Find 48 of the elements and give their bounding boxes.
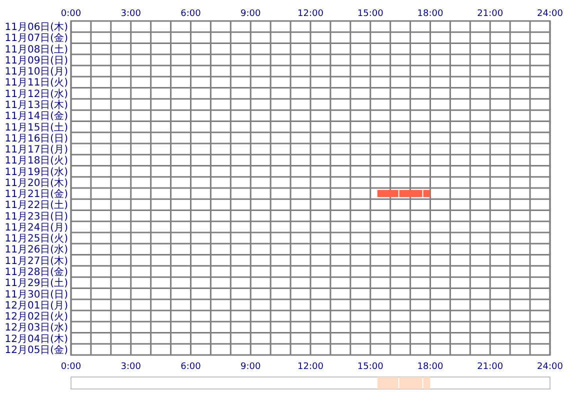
x-tick-label: 18:00 bbox=[417, 9, 444, 19]
y-tick-label: 11月27日(木) bbox=[4, 254, 68, 267]
y-tick-label: 11月18日(火) bbox=[4, 154, 68, 167]
x-tick-label: 12:00 bbox=[298, 9, 324, 19]
x2-tick-label: 24:00 bbox=[537, 362, 564, 372]
y-tick-label: 11月30日(日) bbox=[4, 289, 68, 300]
y-tick-label: 12月02日(火) bbox=[4, 310, 68, 323]
y-tick-label: 11月28日(金) bbox=[4, 266, 68, 278]
x-tick-label: 3:00 bbox=[120, 9, 142, 19]
x2-tick-label: 15:00 bbox=[357, 362, 384, 372]
y-tick-label: 11月19日(水) bbox=[4, 166, 68, 178]
x2-tick-label: 9:00 bbox=[240, 362, 261, 372]
x-tick-label: 6:00 bbox=[180, 9, 202, 19]
y-tick-label: 11月07日(金) bbox=[4, 32, 68, 44]
y-tick-label: 11月22日(土) bbox=[4, 199, 68, 212]
x-tick-label: 15:00 bbox=[357, 9, 384, 19]
x-tick-label: 21:00 bbox=[477, 9, 504, 19]
y-tick-label: 11月08日(土) bbox=[4, 43, 68, 56]
y-tick-label: 11月13日(木) bbox=[4, 99, 68, 111]
y-tick-label: 11月15日(土) bbox=[4, 121, 68, 134]
y-tick-label: 11月16日(日) bbox=[4, 133, 68, 144]
y-tick-label: 11月29日(土) bbox=[4, 277, 68, 290]
x-tick-label: 9:00 bbox=[240, 9, 261, 19]
y-tick-label: 11月25日(火) bbox=[4, 232, 68, 245]
x2-tick-label: 6:00 bbox=[180, 362, 202, 372]
x2-tick-label: 21:00 bbox=[477, 362, 504, 372]
y-tick-label: 11月11日(火) bbox=[4, 76, 68, 89]
x2-tick-label: 3:00 bbox=[120, 362, 142, 372]
y-tick-label: 11月24日(月) bbox=[4, 222, 68, 234]
y-tick-label: 11月17日(月) bbox=[4, 144, 68, 156]
y-tick-label: 12月01日(月) bbox=[4, 300, 68, 312]
y-tick-label: 11月14日(金) bbox=[4, 110, 68, 122]
x2-tick-label: 0:00 bbox=[60, 362, 82, 372]
x-tick-label: 0:00 bbox=[60, 9, 82, 19]
y-tick-label: 12月05日(金) bbox=[4, 344, 68, 356]
y-tick-label: 12月03日(水) bbox=[4, 322, 68, 334]
x2-tick-label: 12:00 bbox=[298, 362, 324, 372]
y-tick-label: 11月23日(日) bbox=[4, 211, 68, 222]
x2-tick-label: 18:00 bbox=[417, 362, 444, 372]
y-tick-label: 11月20日(木) bbox=[4, 176, 68, 189]
y-tick-label: 11月09日(日) bbox=[4, 55, 68, 66]
y-tick-label: 11月26日(水) bbox=[4, 244, 68, 256]
y-tick-label: 11月21日(金) bbox=[4, 188, 68, 200]
x-tick-label: 24:00 bbox=[537, 9, 564, 19]
y-tick-label: 11月06日(木) bbox=[4, 21, 68, 34]
y-tick-label: 12月04日(木) bbox=[4, 332, 68, 345]
y-tick-label: 11月12日(水) bbox=[4, 88, 68, 100]
y-tick-label: 11月10日(月) bbox=[4, 66, 68, 78]
